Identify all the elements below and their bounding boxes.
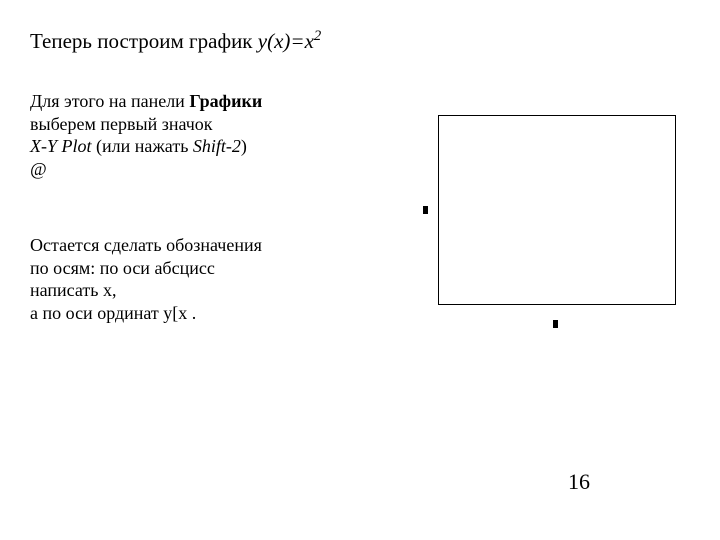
p1-l4: @ [30,159,47,179]
p1-l3a: X-Y Plot [30,136,92,156]
p2-l4: а по оси ординат y[x . [30,303,196,323]
page-title: Теперь построим график y(x)=x2 [30,28,321,54]
p1-l1a: Для этого на панели [30,91,189,111]
p2-l3: написать x, [30,280,116,300]
p2-l2: по осям: по оси абсцисс [30,258,215,278]
title-exponent: 2 [314,28,321,44]
title-prefix: Теперь построим график [30,29,258,53]
plot-tick-bottom [553,320,558,328]
p1-l1b: Графики [189,91,262,111]
p1-l3d: ) [241,136,247,156]
p1-l3b: (или нажать [92,136,193,156]
p1-l2: выберем первый значок [30,114,213,134]
plot-tick-left [423,206,428,214]
paragraph-1: Для этого на панели Графики выберем перв… [30,90,350,180]
p1-l3c: Shift-2 [193,136,241,156]
xy-plot-placeholder [438,115,676,305]
title-function: y(x)=x [258,29,314,53]
paragraph-2: Остается сделать обозначения по осям: по… [30,234,350,324]
p2-l1: Остается сделать обозначения [30,235,262,255]
page-number: 16 [568,469,590,495]
